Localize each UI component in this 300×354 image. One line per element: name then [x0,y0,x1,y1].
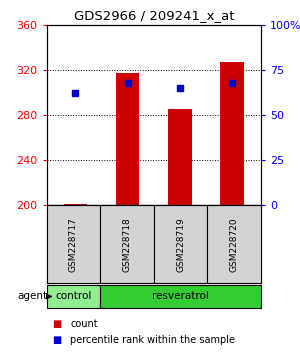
Title: GDS2966 / 209241_x_at: GDS2966 / 209241_x_at [74,9,234,22]
Bar [168,109,192,205]
Text: control: control [55,291,92,302]
Text: ■: ■ [52,335,62,345]
FancyBboxPatch shape [154,205,207,283]
Text: count: count [70,319,98,329]
FancyBboxPatch shape [100,205,154,283]
Bar [220,62,244,205]
Text: resveratrol: resveratrol [152,291,209,302]
Bar [116,73,140,205]
FancyBboxPatch shape [100,285,261,308]
Text: GSM228717: GSM228717 [69,217,78,272]
Bar [64,204,87,205]
Text: GSM228719: GSM228719 [176,217,185,272]
FancyBboxPatch shape [46,285,100,308]
FancyBboxPatch shape [207,205,261,283]
Text: GSM228718: GSM228718 [122,217,131,272]
Text: ■: ■ [52,319,62,329]
FancyBboxPatch shape [46,205,100,283]
Text: GSM228720: GSM228720 [230,217,239,272]
Text: percentile rank within the sample: percentile rank within the sample [70,335,236,345]
Text: agent: agent [17,291,47,302]
